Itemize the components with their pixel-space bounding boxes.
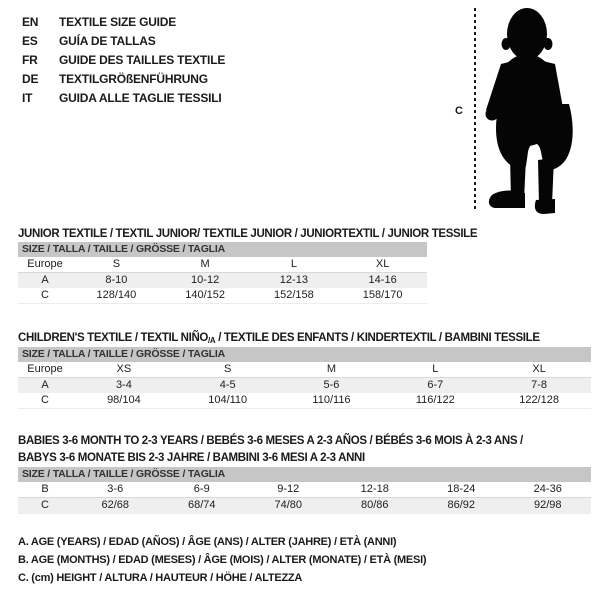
babies-title-line2: BABYS 3-6 MONATE BIS 2-3 JAHRE / BAMBINI… xyxy=(18,451,365,464)
cell: 6-9 xyxy=(158,482,245,498)
children-title-prefix: CHILDREN'S TEXTILE / TEXTIL NIÑO xyxy=(18,331,209,344)
height-measure-label: C xyxy=(455,105,463,117)
cell: 110/116 xyxy=(312,394,351,406)
junior-size-table: SIZE / TALLA / TAILLE / GRÖSSE / TAGLIA … xyxy=(18,242,427,304)
row-label: Europe xyxy=(18,362,72,378)
language-code: DE xyxy=(22,72,39,86)
cell: 6-7 xyxy=(383,377,488,393)
table-row: A 8-10 10-12 12-13 14-16 xyxy=(18,272,427,288)
cell: 24-36 xyxy=(504,482,591,498)
language-code: FR xyxy=(22,53,38,67)
cell: 98/104 xyxy=(107,394,141,406)
row-label: A xyxy=(18,377,72,393)
cell: L xyxy=(383,362,488,378)
table-row: A 3-4 4-5 5-6 6-7 7-8 xyxy=(18,377,591,393)
language-title: TEXTILE SIZE GUIDE xyxy=(59,15,177,29)
cell: 9-12 xyxy=(245,482,332,498)
height-measure-dashed-line xyxy=(474,8,476,209)
cell: 104/110 xyxy=(208,394,248,406)
language-row-en: EN TEXTILE SIZE GUIDE xyxy=(22,13,225,32)
children-title-suffix: / TEXTILE DES ENFANTS / KINDERTEXTIL / B… xyxy=(215,331,540,344)
cell: 68/74 xyxy=(158,497,245,514)
babies-title-line1: BABIES 3-6 MONTH TO 2-3 YEARS / BEBÉS 3-… xyxy=(18,434,523,447)
cell: 152/158 xyxy=(273,289,314,301)
cell: M xyxy=(279,362,384,378)
table-row: B 3-6 6-9 9-12 12-18 18-24 24-36 xyxy=(18,482,591,498)
cell: 10-12 xyxy=(160,272,250,288)
cell: 7-8 xyxy=(487,377,591,393)
cell: 12-18 xyxy=(331,482,418,498)
children-size-table: SIZE / TALLA / TAILLE / GRÖSSE / TAGLIA … xyxy=(18,347,591,409)
cell: 74/80 xyxy=(245,497,332,514)
cell: M xyxy=(160,257,250,273)
legend-age-months: B. AGE (MONTHS) / EDAD (MESES) / ÂGE (MO… xyxy=(18,554,427,566)
cell: 86/92 xyxy=(418,497,505,514)
size-header-row: SIZE / TALLA / TAILLE / GRÖSSE / TAGLIA xyxy=(18,347,591,362)
row-label: Europe xyxy=(18,257,72,273)
cell: 128/140 xyxy=(96,289,137,301)
language-row-es: ES GUÍA DE TALLAS xyxy=(22,32,225,51)
cell: 14-16 xyxy=(338,272,427,288)
row-label: C xyxy=(18,497,72,514)
language-code: ES xyxy=(22,34,38,48)
table-row: Europe S M L XL xyxy=(18,257,427,273)
size-header-row: SIZE / TALLA / TAILLE / GRÖSSE / TAGLIA xyxy=(18,242,427,257)
cell: 8-10 xyxy=(72,272,161,288)
size-header-label: SIZE / TALLA / TAILLE / GRÖSSE / TAGLIA xyxy=(18,347,591,362)
cell: L xyxy=(249,257,339,273)
table-row: C 128/140 140/152 152/158 158/170 xyxy=(18,288,427,304)
legend-height-cm: C. (cm) HEIGHT / ALTURA / HAUTEUR / HÖHE… xyxy=(18,572,303,584)
language-title: GUIDA ALLE TAGLIE TESSILI xyxy=(59,91,222,105)
cell: 3-6 xyxy=(72,482,159,498)
language-title: GUÍA DE TALLAS xyxy=(59,34,156,48)
cell: 4-5 xyxy=(175,377,280,393)
cell: 62/68 xyxy=(72,497,159,514)
cell: 18-24 xyxy=(418,482,505,498)
children-section-title: CHILDREN'S TEXTILE / TEXTIL NIÑO/A / TEX… xyxy=(18,330,540,349)
cell: 140/152 xyxy=(185,289,225,301)
cell: XL xyxy=(338,257,427,273)
cell: 122/128 xyxy=(519,394,559,406)
cell: 3-4 xyxy=(72,377,176,393)
language-title: GUIDE DES TAILLES TEXTILE xyxy=(59,53,226,67)
children-title-subscript: /A xyxy=(208,335,216,345)
cell: 158/170 xyxy=(362,289,403,301)
row-label: C xyxy=(41,394,49,406)
cell: S xyxy=(175,362,280,378)
language-title: TEXTILGRÖßENFÜHRUNG xyxy=(59,72,208,86)
babies-section-title: BABIES 3-6 MONTH TO 2-3 YEARS / BEBÉS 3-… xyxy=(18,433,523,467)
row-label: A xyxy=(18,272,72,288)
size-header-label: SIZE / TALLA / TAILLE / GRÖSSE / TAGLIA xyxy=(18,242,427,257)
row-label: B xyxy=(18,482,72,498)
legend-age-years: A. AGE (YEARS) / EDAD (AÑOS) / ÂGE (ANS)… xyxy=(18,536,397,548)
baby-silhouette-icon xyxy=(485,8,573,214)
language-code: IT xyxy=(22,91,33,105)
cell: S xyxy=(72,257,161,273)
language-code: EN xyxy=(22,15,39,29)
size-header-row: SIZE / TALLA / TAILLE / GRÖSSE / TAGLIA xyxy=(18,467,591,482)
table-row: C 62/68 68/74 74/80 80/86 86/92 92/98 xyxy=(18,497,591,514)
junior-section-title: JUNIOR TEXTILE / TEXTIL JUNIOR/ TEXTILE … xyxy=(18,227,478,240)
babies-size-table: SIZE / TALLA / TAILLE / GRÖSSE / TAGLIA … xyxy=(18,467,591,514)
cell: 5-6 xyxy=(279,377,384,393)
cell: 80/86 xyxy=(331,497,418,514)
language-row-it: IT GUIDA ALLE TAGLIE TESSILI xyxy=(22,89,225,108)
table-row: Europe XS S M L XL xyxy=(18,362,591,378)
language-list: EN TEXTILE SIZE GUIDE ES GUÍA DE TALLAS … xyxy=(22,13,225,108)
language-row-fr: FR GUIDE DES TAILLES TEXTILE xyxy=(22,51,225,70)
cell: XS xyxy=(72,362,176,378)
cell: XL xyxy=(487,362,591,378)
language-row-de: DE TEXTILGRÖßENFÜHRUNG xyxy=(22,70,225,89)
cell: 92/98 xyxy=(504,497,591,514)
cell: 12-13 xyxy=(249,272,339,288)
cell: 116/122 xyxy=(415,394,455,406)
legend: A. AGE (YEARS) / EDAD (AÑOS) / ÂGE (ANS)… xyxy=(18,533,427,587)
table-row: C 98/104 104/110 110/116 116/122 122/128 xyxy=(18,393,591,409)
row-label: C xyxy=(41,289,49,301)
size-header-label: SIZE / TALLA / TAILLE / GRÖSSE / TAGLIA xyxy=(18,467,591,482)
